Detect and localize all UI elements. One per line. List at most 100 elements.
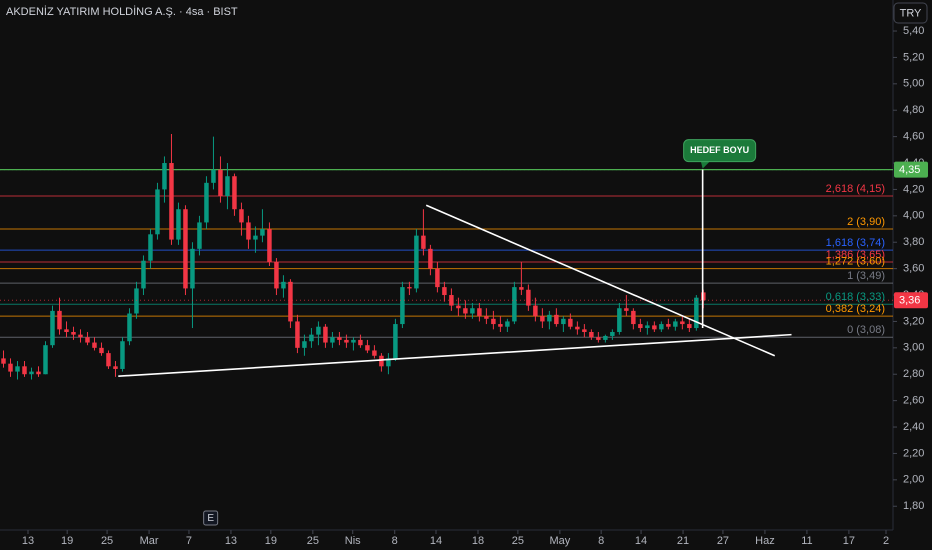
y-tick-label: 4,60 bbox=[903, 131, 924, 143]
y-tick-label: 4,00 bbox=[903, 210, 924, 222]
candle-body bbox=[330, 337, 335, 343]
y-tick-label: 2,40 bbox=[903, 421, 924, 433]
fib-label: 2,618 (4,15) bbox=[826, 183, 885, 195]
x-tick-label: 25 bbox=[307, 535, 319, 547]
x-tick-label: 19 bbox=[265, 535, 277, 547]
callout-pointer bbox=[700, 160, 711, 169]
x-tick-label: 25 bbox=[512, 535, 524, 547]
x-tick-label: 21 bbox=[677, 535, 689, 547]
x-tick-label: 25 bbox=[101, 535, 113, 547]
candle-body bbox=[603, 335, 608, 340]
candle-body bbox=[365, 345, 370, 351]
x-tick-label: 19 bbox=[61, 535, 73, 547]
candle-body bbox=[554, 314, 559, 325]
x-tick-label: 14 bbox=[635, 535, 647, 547]
candle-body bbox=[113, 366, 118, 369]
candle-body bbox=[323, 326, 328, 343]
candle-body bbox=[225, 176, 230, 197]
candle-body bbox=[568, 318, 573, 327]
candle-body bbox=[624, 308, 629, 311]
x-tick-label: Mar bbox=[140, 535, 159, 547]
candle-body bbox=[239, 209, 244, 223]
candle-body bbox=[533, 305, 538, 317]
y-tick-label: 2,80 bbox=[903, 368, 924, 380]
candle-body bbox=[589, 331, 594, 338]
candle-body bbox=[85, 337, 90, 343]
candle-body bbox=[610, 331, 615, 336]
candle-body bbox=[232, 176, 237, 210]
y-tick-label: 3,20 bbox=[903, 315, 924, 327]
x-tick-label: 8 bbox=[392, 535, 398, 547]
candle-body bbox=[547, 314, 552, 322]
fib-label: 1,618 (3,74) bbox=[826, 237, 885, 249]
candle-body bbox=[351, 339, 356, 343]
candle-body bbox=[281, 281, 286, 289]
candle-body bbox=[190, 248, 195, 289]
callout bbox=[683, 139, 757, 163]
fib-label: 0,618 (3,33) bbox=[826, 291, 885, 303]
candle-body bbox=[393, 324, 398, 359]
candle-body bbox=[204, 182, 209, 223]
candle-body bbox=[127, 313, 132, 342]
candle-body bbox=[519, 287, 524, 290]
candle-body bbox=[211, 169, 216, 183]
candle-body bbox=[260, 229, 265, 236]
y-tick-label: 5,40 bbox=[903, 25, 924, 37]
candle-body bbox=[582, 329, 587, 332]
candle-body bbox=[512, 287, 517, 322]
fib-label: 0,382 (3,24) bbox=[826, 303, 885, 315]
candle-body bbox=[288, 281, 293, 322]
candle-body bbox=[407, 287, 412, 289]
candle-body bbox=[540, 316, 545, 322]
x-tick-label: 2 bbox=[883, 535, 889, 547]
x-tick-label: 17 bbox=[843, 535, 855, 547]
candle-body bbox=[134, 288, 139, 314]
candle-body bbox=[316, 326, 321, 335]
candle-body bbox=[344, 339, 349, 343]
candle-body bbox=[498, 324, 503, 327]
y-tick-label: 4,80 bbox=[903, 104, 924, 116]
candle-body bbox=[666, 324, 671, 327]
candle-body bbox=[169, 163, 174, 240]
candle-body bbox=[71, 331, 76, 335]
currency-box[interactable] bbox=[893, 2, 928, 24]
candle-body bbox=[652, 325, 657, 330]
candle-body bbox=[484, 316, 489, 319]
candle-body bbox=[491, 318, 496, 325]
currency[interactable]: TRY bbox=[900, 7, 922, 19]
candle-body bbox=[218, 169, 223, 197]
candle-body bbox=[15, 366, 20, 372]
candle-body bbox=[197, 222, 202, 249]
candle-body bbox=[505, 321, 510, 327]
candle-body bbox=[29, 371, 34, 375]
candle-body bbox=[8, 363, 13, 372]
x-tick-label: May bbox=[549, 535, 570, 547]
candle-body bbox=[155, 189, 160, 235]
trendline bbox=[425, 204, 776, 357]
candle-body bbox=[421, 235, 426, 249]
candle-body bbox=[694, 297, 699, 329]
candle-body bbox=[176, 209, 181, 240]
chart-title: AKDENİZ YATIRIM HOLDİNG A.Ş. · 4sa · BIS… bbox=[6, 5, 238, 18]
candle-body bbox=[435, 268, 440, 288]
fib-label: 1 (3,49) bbox=[847, 270, 885, 282]
candle-body bbox=[274, 262, 279, 289]
x-tick-label: 13 bbox=[22, 535, 34, 547]
candle-body bbox=[673, 321, 678, 327]
candle-body bbox=[358, 339, 363, 346]
candle-body bbox=[267, 229, 272, 263]
y-tick-label: 3,00 bbox=[903, 342, 924, 354]
candle-body bbox=[302, 341, 307, 348]
candle-body bbox=[1, 358, 6, 364]
x-tick-label: 14 bbox=[430, 535, 442, 547]
price-badge-label: 3,36 bbox=[899, 295, 920, 307]
candle-body bbox=[463, 308, 468, 314]
candle-body bbox=[470, 308, 475, 314]
candle-body bbox=[295, 321, 300, 348]
y-tick-label: 5,20 bbox=[903, 51, 924, 63]
x-tick-label: Haz bbox=[755, 535, 775, 547]
candle-body bbox=[645, 325, 650, 329]
y-tick-label: 3,60 bbox=[903, 263, 924, 275]
